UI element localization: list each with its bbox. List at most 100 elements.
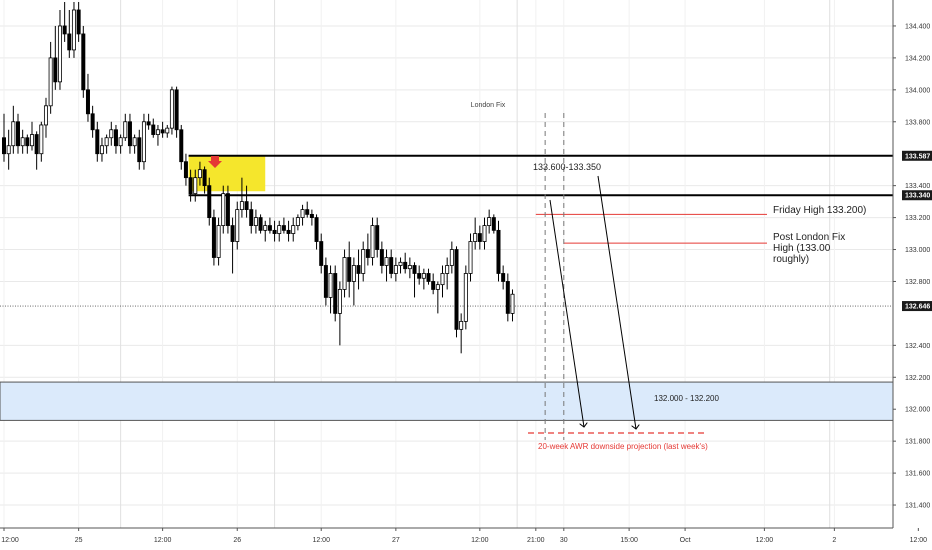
- candle[interactable]: [127, 113, 132, 154]
- candle[interactable]: [263, 220, 268, 242]
- candle[interactable]: [15, 113, 20, 154]
- candle[interactable]: [211, 209, 216, 266]
- candle[interactable]: [155, 124, 160, 146]
- candle[interactable]: [426, 268, 431, 285]
- candle[interactable]: [454, 246, 459, 338]
- candle[interactable]: [197, 161, 202, 186]
- candle[interactable]: [244, 185, 249, 218]
- candle[interactable]: [375, 217, 380, 258]
- candle[interactable]: [239, 177, 244, 218]
- candle[interactable]: [421, 268, 426, 290]
- candle[interactable]: [393, 257, 398, 282]
- candle[interactable]: [76, 2, 81, 42]
- candle[interactable]: [445, 257, 450, 290]
- candle[interactable]: [412, 262, 417, 298]
- candle[interactable]: [11, 105, 16, 154]
- candle[interactable]: [351, 257, 356, 306]
- candle[interactable]: [482, 217, 487, 250]
- candle[interactable]: [370, 217, 375, 266]
- candle[interactable]: [67, 9, 72, 58]
- candle[interactable]: [459, 313, 464, 354]
- candle[interactable]: [309, 209, 314, 226]
- candle[interactable]: [141, 113, 146, 170]
- candle[interactable]: [109, 121, 114, 146]
- candle[interactable]: [225, 185, 230, 234]
- candle[interactable]: [169, 86, 174, 135]
- candle[interactable]: [188, 169, 193, 202]
- candle[interactable]: [435, 281, 440, 314]
- candle[interactable]: [491, 214, 496, 234]
- candle[interactable]: [230, 217, 235, 274]
- candle[interactable]: [319, 233, 324, 274]
- candle[interactable]: [34, 131, 39, 170]
- candle[interactable]: [342, 249, 347, 298]
- candle[interactable]: [249, 201, 254, 234]
- candle[interactable]: [221, 185, 226, 234]
- candle[interactable]: [132, 134, 137, 154]
- candle[interactable]: [71, 2, 76, 58]
- candle[interactable]: [123, 113, 128, 141]
- candle[interactable]: [384, 249, 389, 282]
- candle[interactable]: [389, 249, 394, 279]
- candle[interactable]: [267, 217, 272, 234]
- candle[interactable]: [501, 265, 506, 290]
- candle[interactable]: [62, 2, 67, 42]
- candle[interactable]: [300, 204, 305, 226]
- candle[interactable]: [272, 220, 277, 242]
- candle[interactable]: [57, 9, 62, 90]
- candle[interactable]: [95, 121, 100, 162]
- candle[interactable]: [496, 220, 501, 282]
- candle[interactable]: [43, 97, 48, 138]
- candle[interactable]: [291, 217, 296, 242]
- candle[interactable]: [328, 265, 333, 314]
- candle[interactable]: [202, 166, 207, 194]
- candle[interactable]: [314, 214, 319, 250]
- candle[interactable]: [235, 201, 240, 250]
- candle[interactable]: [53, 25, 58, 90]
- candle[interactable]: [146, 113, 151, 130]
- candle[interactable]: [253, 209, 258, 234]
- candle[interactable]: [207, 177, 212, 226]
- candle[interactable]: [431, 273, 436, 295]
- candle[interactable]: [403, 252, 408, 274]
- candle[interactable]: [477, 225, 482, 250]
- candle-layer[interactable]: [2, 2, 515, 354]
- candle[interactable]: [29, 121, 34, 151]
- candle[interactable]: [151, 118, 156, 138]
- candle[interactable]: [90, 105, 95, 138]
- candle[interactable]: [417, 265, 422, 285]
- candle[interactable]: [473, 217, 478, 250]
- candle[interactable]: [193, 169, 198, 202]
- candle[interactable]: [258, 214, 263, 234]
- candle[interactable]: [39, 121, 44, 162]
- candle[interactable]: [361, 241, 366, 282]
- candle[interactable]: [20, 129, 25, 154]
- candle[interactable]: [510, 289, 515, 322]
- candle[interactable]: [305, 201, 310, 218]
- candle[interactable]: [440, 265, 445, 298]
- candle[interactable]: [379, 241, 384, 274]
- candle[interactable]: [2, 113, 7, 162]
- candle[interactable]: [463, 265, 468, 330]
- candle[interactable]: [104, 134, 109, 154]
- candle[interactable]: [179, 124, 184, 170]
- candle[interactable]: [295, 214, 300, 231]
- candle[interactable]: [323, 257, 328, 306]
- candle[interactable]: [25, 134, 30, 154]
- candle[interactable]: [505, 273, 510, 322]
- candle[interactable]: [407, 257, 412, 279]
- candle[interactable]: [160, 121, 165, 138]
- candle[interactable]: [81, 25, 86, 98]
- candle[interactable]: [333, 265, 338, 322]
- candle[interactable]: [113, 124, 118, 154]
- candle[interactable]: [174, 86, 179, 138]
- candle[interactable]: [468, 233, 473, 282]
- candle[interactable]: [487, 209, 492, 234]
- candle[interactable]: [99, 137, 104, 162]
- candle[interactable]: [165, 124, 170, 138]
- candle[interactable]: [398, 257, 403, 274]
- candle[interactable]: [85, 73, 90, 122]
- candle[interactable]: [216, 217, 221, 266]
- candle[interactable]: [337, 281, 342, 346]
